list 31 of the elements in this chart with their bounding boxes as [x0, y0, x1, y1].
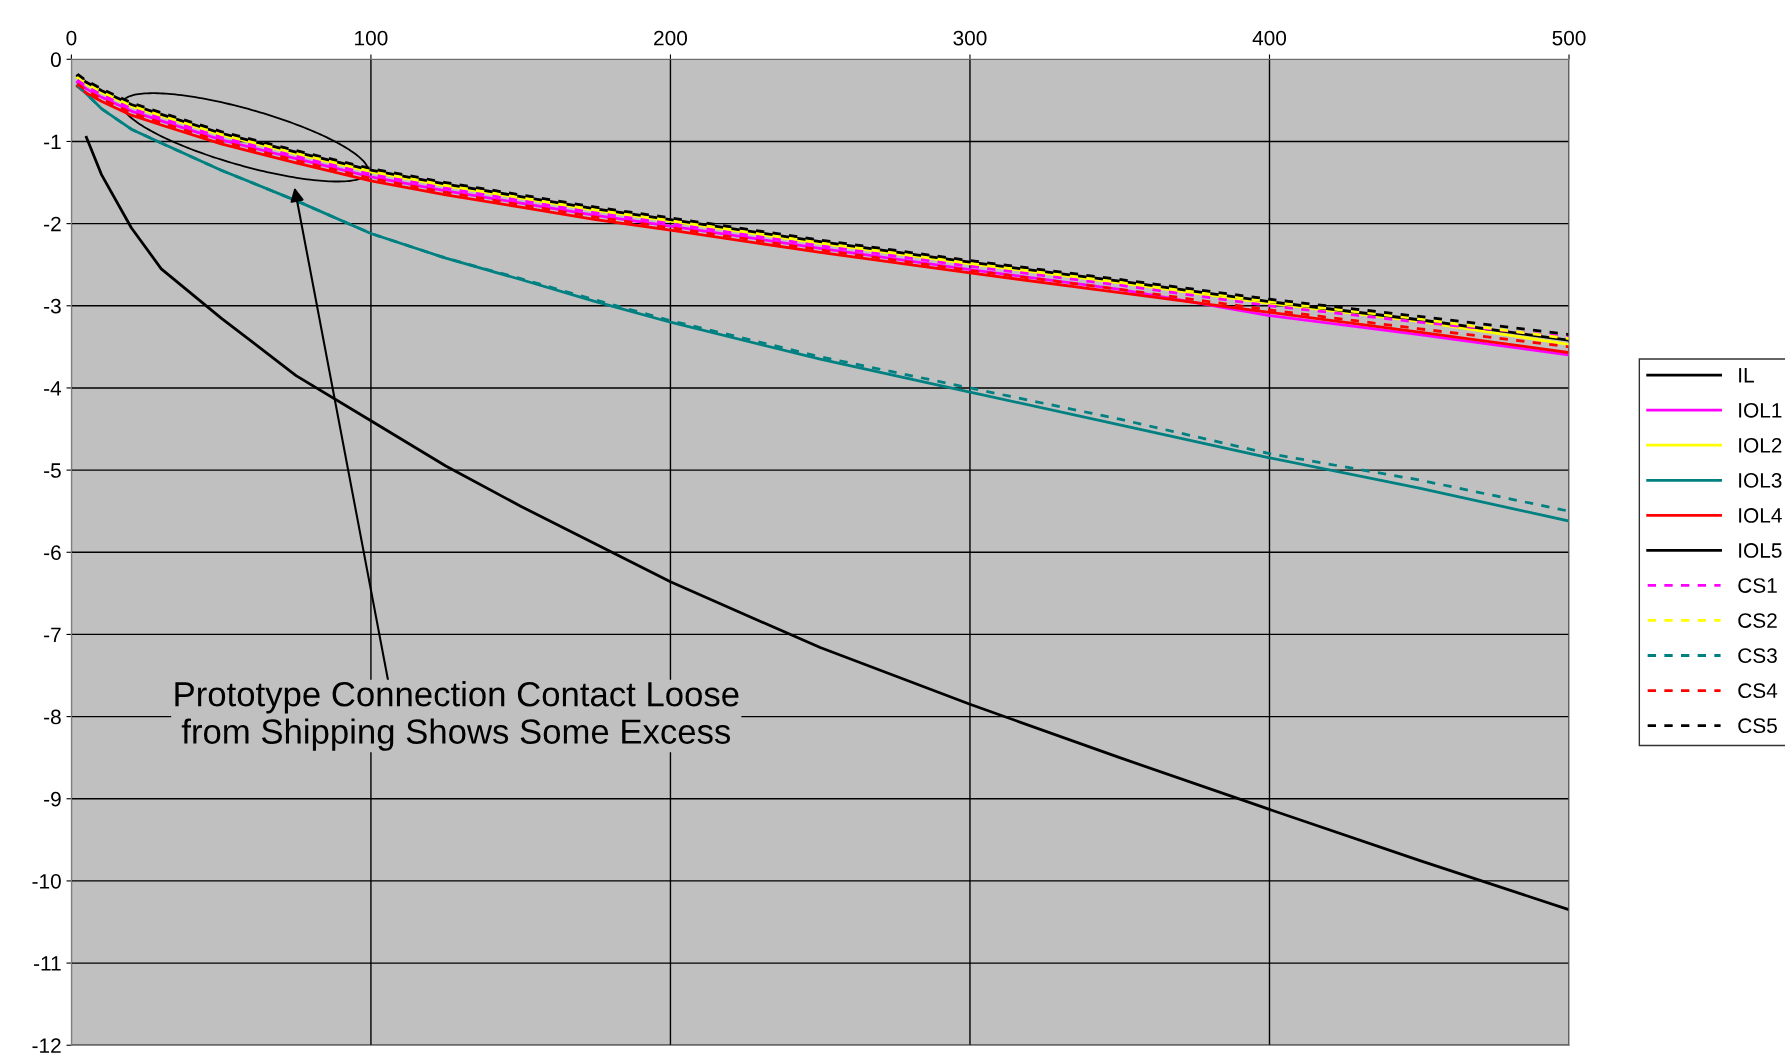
- legend-label: CS3: [1738, 648, 1777, 663]
- y-tick-label: -4: [44, 381, 62, 396]
- y-tick-label: -8: [44, 709, 61, 725]
- legend-label: IOL4: [1739, 508, 1782, 523]
- y-tick-label: -9: [44, 791, 61, 807]
- y-tick-label: -12: [32, 1038, 61, 1053]
- legend-label: IOL1: [1739, 402, 1782, 418]
- y-tick-label: -2: [44, 216, 61, 232]
- legend-label: IOL3: [1739, 473, 1782, 488]
- x-tick-label: 100: [355, 30, 388, 46]
- legend-label: IOL2: [1739, 437, 1782, 453]
- x-tick-label: 200: [654, 30, 688, 46]
- y-tick-label: 0: [50, 52, 61, 68]
- y-tick-label: -3: [44, 298, 61, 314]
- legend-label: CS5: [1738, 718, 1777, 734]
- legend-label: IL: [1739, 368, 1754, 383]
- y-tick-label: -5: [44, 463, 61, 478]
- y-tick-label: -11: [34, 956, 61, 971]
- legend-label: CS4: [1738, 683, 1778, 699]
- y-tick-label: -6: [44, 545, 61, 561]
- x-tick-label: 300: [953, 30, 987, 46]
- legend-label: CS1: [1738, 578, 1777, 593]
- x-tick-label: 400: [1252, 30, 1287, 46]
- annotation: Prototype Connection Contact Loose from Shipping Shows Some Excess: [175, 681, 739, 751]
- y-tick-label: -1: [44, 134, 61, 150]
- legend-label: IOL5: [1739, 543, 1782, 558]
- y-tick-label: -7: [44, 627, 61, 642]
- x-tick-label: 500: [1552, 30, 1586, 46]
- x-tick-label: 0: [66, 30, 77, 46]
- y-tick-label: -10: [32, 873, 61, 889]
- legend-label: CS2: [1738, 613, 1777, 628]
